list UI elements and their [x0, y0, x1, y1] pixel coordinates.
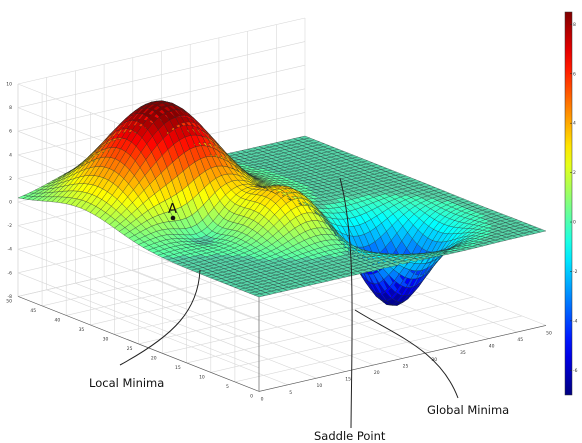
colorbar-tick-label: 8	[573, 22, 576, 28]
colorbar-tick-label: -2	[573, 269, 578, 275]
y-tick-label: 45	[30, 308, 36, 314]
x-tick-label: 25	[403, 363, 409, 369]
colorbar-tick-label: 2	[573, 170, 576, 176]
x-tick-label: 15	[345, 377, 351, 383]
colorbar-tick-label: -4	[573, 318, 578, 324]
surface-mesh	[17, 100, 547, 306]
x-tick-label: 40	[489, 344, 495, 350]
floor-grid-line	[114, 268, 402, 335]
x-tick-label: 20	[374, 370, 380, 376]
z-tick-label: 8	[9, 105, 12, 111]
saddle-point-label: Saddle Point	[314, 429, 386, 443]
y-tick-label: 40	[54, 317, 60, 323]
surface-cell	[534, 228, 547, 233]
y-tick-label: 25	[127, 346, 133, 352]
y-tick-label: 10	[199, 374, 205, 380]
x-tick-label: 50	[546, 330, 552, 336]
z-tick-label: -8	[8, 294, 13, 300]
back-wall-grid-line	[17, 41, 306, 108]
x-tick-label: 45	[517, 337, 523, 343]
z-tick-label: 2	[9, 176, 12, 182]
left-wall-grid-line	[17, 225, 260, 321]
z-tick-label: 10	[6, 82, 12, 88]
x-tick-label: 30	[431, 357, 437, 363]
x-tick-label: 5	[289, 390, 292, 396]
local-minima-leader	[119, 269, 201, 366]
x-tick-label: 0	[261, 396, 264, 402]
colorbar-tick-label: -6	[573, 368, 578, 374]
x-tick-label: 35	[460, 350, 466, 356]
point-a-dot	[170, 215, 176, 221]
annotations: Local Minima Saddle Point Global Minima	[89, 177, 509, 443]
y-axis-line	[17, 296, 260, 392]
x-axis-line	[258, 325, 547, 392]
y-tick-label: 50	[6, 298, 12, 304]
point-marker: A	[168, 202, 177, 221]
colorbar-tick-label: 0	[573, 220, 576, 226]
local-minima-label: Local Minima	[89, 376, 164, 390]
back-wall-grid-line	[17, 64, 306, 132]
colorbar-gradient	[564, 11, 573, 396]
z-tick-label: -2	[8, 223, 13, 229]
colorbar-tick-label: 4	[573, 121, 576, 127]
saddle-point-leader	[339, 177, 353, 429]
z-tick-label: -6	[8, 270, 13, 276]
y-tick-label: 30	[103, 336, 109, 342]
z-tick-label: 6	[9, 129, 12, 135]
y-tick-label: 35	[79, 327, 85, 333]
y-tick-label: 0	[250, 393, 253, 399]
global-minima-leader	[354, 309, 459, 399]
global-minima-label: Global Minima	[427, 403, 509, 417]
z-tick-label: 0	[9, 200, 12, 206]
point-a-label: A	[168, 202, 177, 217]
colorbar: 8 6 4 2 0 -2 -4 -6	[564, 11, 578, 396]
y-tick-label: 5	[226, 384, 229, 390]
y-tick-label: 20	[151, 355, 157, 361]
back-wall-grid-line	[17, 17, 306, 85]
x-tick-label: 10	[317, 383, 323, 389]
axis-tick-labels: 0510152025303540455005101520253035404550…	[6, 82, 552, 403]
left-wall-grid-line	[17, 248, 260, 345]
left-wall-grid-line	[17, 272, 260, 369]
z-tick-label: 4	[9, 152, 12, 158]
colorbar-tick-label: 6	[573, 71, 576, 77]
z-tick-label: -4	[8, 247, 13, 253]
y-tick-label: 15	[175, 365, 181, 371]
